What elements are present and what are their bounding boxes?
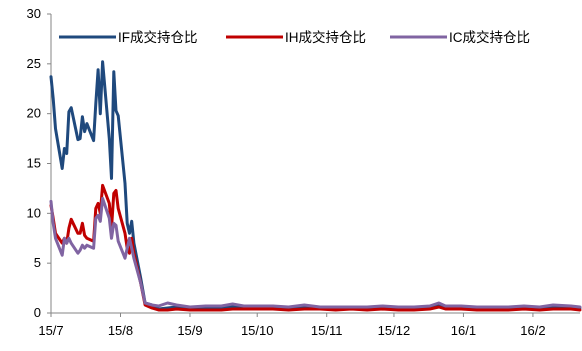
y-tick-label: 30 (27, 6, 41, 21)
series-3 (49, 196, 582, 309)
x-tick-label: 15/9 (177, 323, 202, 338)
x-tick-label: 15/12 (378, 323, 411, 338)
series-line (49, 196, 582, 309)
chart-axes: 0 5 10 15 20 25 30 15/7 15/8 15/9 15/10 15/11 15/12 1… (27, 6, 580, 338)
legend-label: IH成交持仓比 (285, 29, 366, 45)
x-tick-label: 15/7 (38, 323, 63, 338)
legend-label: IF成交持仓比 (118, 29, 198, 45)
legend-item: IF成交持仓比 (59, 29, 198, 45)
series-layer (49, 60, 582, 312)
y-tick-label: 5 (34, 255, 41, 270)
x-tick-label: 16/1 (451, 323, 476, 338)
legend-item: IH成交持仓比 (226, 29, 366, 45)
chart-legend: IF成交持仓比 IH成交持仓比 IC成交持仓比 (59, 29, 530, 45)
legend-item: IC成交持仓比 (390, 29, 530, 45)
legend-label: IC成交持仓比 (449, 29, 530, 45)
x-tick-label: 16/2 (520, 323, 545, 338)
y-tick-label: 25 (27, 56, 41, 71)
y-tick-label: 20 (27, 106, 41, 121)
series-line (49, 183, 582, 312)
y-tick-label: 15 (27, 156, 41, 171)
x-tick-label: 15/10 (241, 323, 274, 338)
x-tick-label: 15/11 (311, 323, 343, 338)
x-tick-label: 15/8 (108, 323, 133, 338)
series-line (49, 60, 582, 311)
y-tick-label: 0 (34, 305, 41, 320)
y-tick-label: 10 (27, 205, 41, 220)
series-1 (49, 60, 582, 311)
